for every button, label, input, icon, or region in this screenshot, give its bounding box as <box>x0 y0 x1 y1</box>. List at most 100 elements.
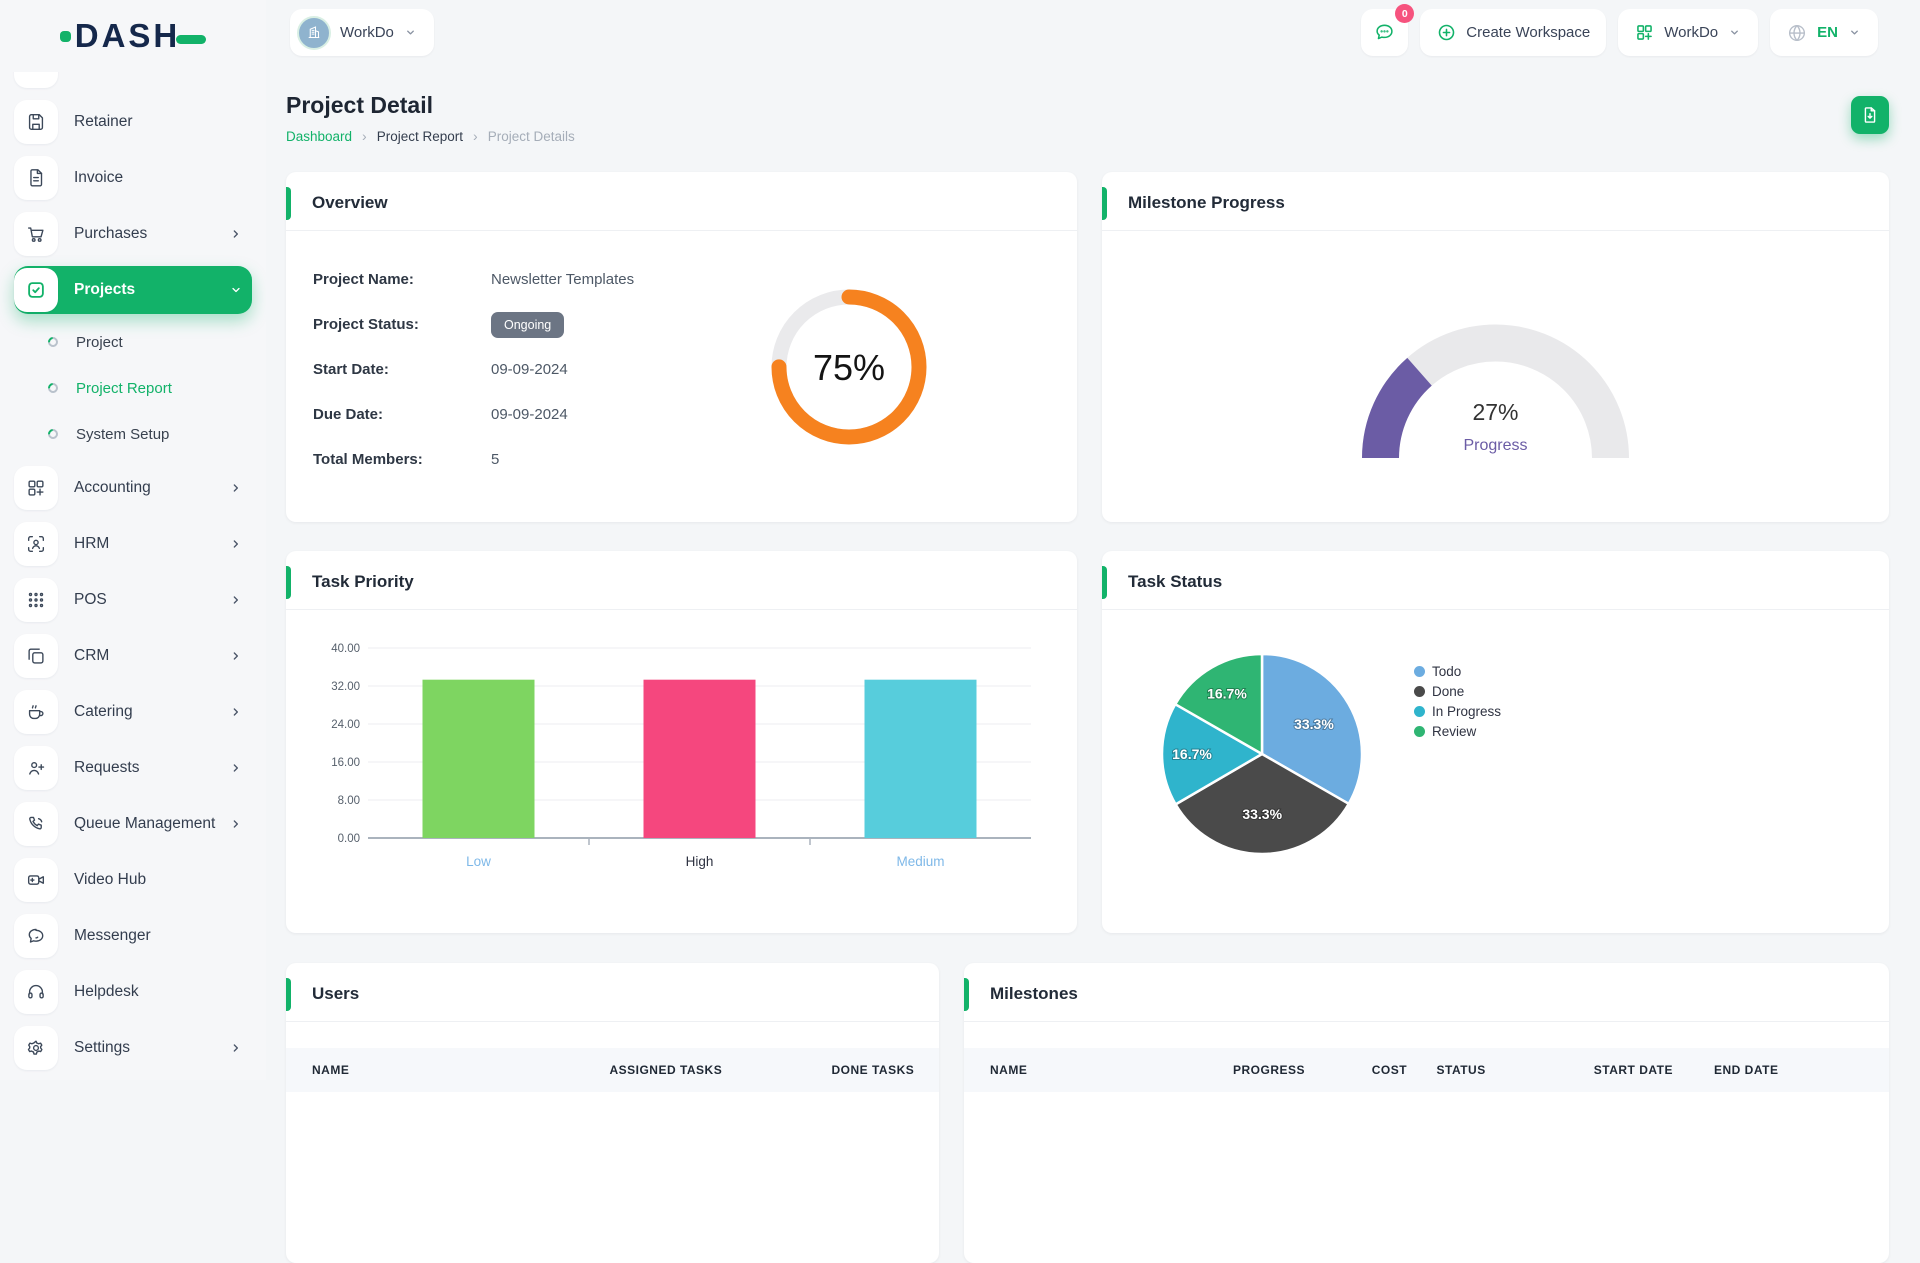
sidebar-item-label: POS <box>74 591 107 608</box>
overview-field-project-status: Project Status: Ongoing <box>313 302 725 347</box>
app-switcher-dropdown[interactable]: WorkDo <box>1618 9 1759 56</box>
legend-label: In Progress <box>1432 704 1502 719</box>
legend-dot <box>1414 666 1425 677</box>
sidebar-item-queue-management[interactable]: Queue Management <box>14 800 252 848</box>
sidebar-item-label: Video Hub <box>74 871 147 888</box>
sidebar-subitem-project[interactable]: Project <box>14 322 252 362</box>
breadcrumb-project-details: Project Details <box>487 128 575 144</box>
sidebar-item-crm[interactable]: CRM <box>14 632 252 680</box>
legend-dot <box>1414 726 1425 737</box>
column-header-name: NAME <box>964 1048 1223 1092</box>
sidebar-item-purchases[interactable]: Purchases <box>14 210 252 258</box>
legend-item-in-progress: In Progress <box>1414 704 1501 719</box>
workspace-selector[interactable]: WorkDo <box>290 9 434 56</box>
sidebar-item-accounting[interactable]: Accounting <box>14 464 252 512</box>
svg-text:8.00: 8.00 <box>338 795 360 807</box>
breadcrumb: Dashboard › Project Report › Project Details <box>286 128 1889 144</box>
chevron-right-icon <box>228 226 244 242</box>
svg-text:High: High <box>686 854 714 869</box>
floppy-icon <box>28 113 44 131</box>
coffee-icon <box>14 690 58 734</box>
phone-icon <box>14 802 58 846</box>
sidebar-item-partial[interactable] <box>14 72 252 90</box>
svg-text:16.7%: 16.7% <box>1172 746 1212 762</box>
video-icon <box>14 858 58 902</box>
sidebar-item-projects[interactable]: Projects <box>14 266 252 314</box>
legend-label: Done <box>1432 684 1465 699</box>
chevron-right-icon <box>228 760 244 776</box>
column-header-name: NAME <box>286 1048 600 1092</box>
chevron-right-icon <box>233 540 238 548</box>
sidebar-item-retainer[interactable]: Retainer <box>14 98 252 146</box>
create-workspace-label: Create Workspace <box>1466 24 1591 41</box>
milestone-card-title: Milestone Progress <box>1128 193 1285 212</box>
field-label: Start Date: <box>313 361 389 378</box>
chevron-right-icon <box>233 708 238 716</box>
create-workspace-button[interactable]: Create Workspace <box>1420 9 1607 56</box>
sidebar-submenu-projects: Project Project Report System Setup <box>14 322 252 454</box>
file-text-icon <box>14 156 58 200</box>
svg-text:40.00: 40.00 <box>331 643 360 655</box>
user-plus-icon <box>14 746 58 790</box>
overview-field-project-name: Project Name: Newsletter Templates <box>313 257 725 302</box>
sidebar-item-video-hub[interactable]: Video Hub <box>14 856 252 904</box>
svg-text:0.00: 0.00 <box>338 833 360 845</box>
task-priority-card-title: Task Priority <box>312 572 414 591</box>
chat-icon <box>14 914 58 958</box>
export-button[interactable] <box>1851 96 1889 134</box>
legend-label: Review <box>1432 724 1477 739</box>
sidebar-subitem-system-setup[interactable]: System Setup <box>14 414 252 454</box>
file-export-icon <box>1864 107 1876 123</box>
breadcrumb-project-report[interactable]: Project Report <box>376 128 464 144</box>
sidebar-item-messenger[interactable]: Messenger <box>14 912 252 960</box>
language-selector[interactable]: EN <box>1770 9 1878 56</box>
chevron-right-icon <box>228 1040 244 1056</box>
overview-field-start-date: Start Date: 09-09-2024 <box>313 347 725 392</box>
phone-icon <box>29 816 43 830</box>
column-header-progress: PROGRESS <box>1223 1048 1362 1092</box>
donut-bullet-icon <box>45 426 61 442</box>
sidebar-subitem-project-report[interactable]: Project Report <box>14 368 252 408</box>
svg-text:16.00: 16.00 <box>331 757 360 769</box>
task-status-pie-chart: 33.3% 33.3% 16.7% 16.7% <box>1146 638 1378 875</box>
headset-icon <box>14 970 58 1014</box>
breadcrumb-separator: › <box>362 128 367 144</box>
svg-text:Medium: Medium <box>896 854 944 869</box>
users-card-title: Users <box>312 984 360 1003</box>
messages-button[interactable]: 0 <box>1361 4 1415 56</box>
chevron-right-icon <box>228 480 244 496</box>
menu-icon <box>14 72 58 88</box>
task-priority-card: Task Priority 0.00 8.00 16.00 24.00 32.00 40.… <box>286 551 1077 933</box>
sidebar-item-pos[interactable]: POS <box>14 576 252 624</box>
chevron-down-icon <box>1731 30 1739 35</box>
chat-icon <box>28 928 44 943</box>
milestone-progress-gauge: 27% Progress <box>1328 296 1663 479</box>
chevron-right-icon <box>228 536 244 552</box>
breadcrumb-dashboard[interactable]: Dashboard <box>286 128 353 144</box>
svg-text:Progress: Progress <box>1463 437 1527 454</box>
sidebar-item-settings[interactable]: Settings <box>14 1024 252 1072</box>
floppy-icon <box>14 100 58 144</box>
milestones-card: Milestones NAME PROGRESS COST STATUS START D… <box>964 963 1889 1263</box>
sidebar-item-invoice[interactable]: Invoice <box>14 154 252 202</box>
dots-grid-icon <box>14 578 58 622</box>
svg-text:16.7%: 16.7% <box>1207 685 1247 701</box>
copy-icon <box>28 648 44 664</box>
svg-text:32.00: 32.00 <box>331 681 360 693</box>
legend-dot <box>1414 686 1425 697</box>
chevron-right-icon <box>233 484 238 492</box>
field-value: Newsletter Templates <box>491 271 635 288</box>
cart-icon <box>27 227 44 242</box>
sidebar-item-requests[interactable]: Requests <box>14 744 252 792</box>
sidebar-item-catering[interactable]: Catering <box>14 688 252 736</box>
workspace-name: WorkDo <box>340 24 394 41</box>
task-status-card: Task Status 33.3% 33.3% 16.7% 16.7% Todo Don… <box>1102 551 1889 933</box>
milestones-table: NAME PROGRESS COST STATUS START DATE END DATE <box>964 1048 1889 1092</box>
chevron-down-icon <box>406 30 414 35</box>
sidebar-item-label: Helpdesk <box>74 983 139 1000</box>
chevron-right-icon <box>233 764 238 772</box>
sidebar-item-helpdesk[interactable]: Helpdesk <box>14 968 252 1016</box>
sidebar-item-hrm[interactable]: HRM <box>14 520 252 568</box>
chevron-right-icon <box>228 648 244 664</box>
users-card: Users NAME ASSIGNED TASKS DONE TASKS <box>286 963 939 1263</box>
